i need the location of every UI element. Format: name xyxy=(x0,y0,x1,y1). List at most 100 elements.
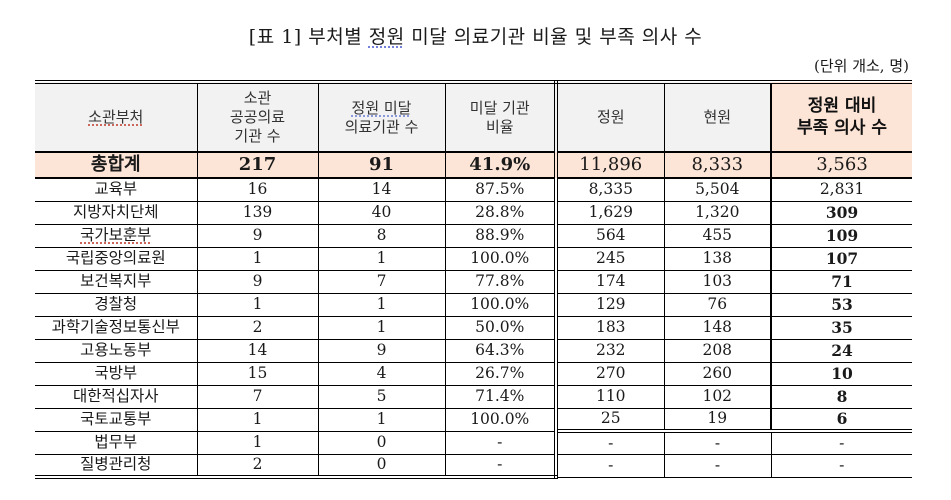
table-row: 대한적십자사 7 5 71.4% 110 102 8 xyxy=(35,384,912,409)
row-label: 질병관리청 xyxy=(35,453,198,479)
row-ratio: 87.5% xyxy=(444,177,558,202)
row-shortage: 35 xyxy=(770,315,912,340)
row-current: 1,320 xyxy=(663,200,772,225)
row-agencies: 2 xyxy=(196,315,319,340)
row-current: 102 xyxy=(663,384,772,409)
row-quota: 110 xyxy=(555,384,665,409)
row-ratio: 88.9% xyxy=(444,223,558,248)
row-below-quota: 9 xyxy=(317,338,446,363)
total-agencies: 217 xyxy=(196,151,319,179)
row-quota: - xyxy=(555,430,665,455)
total-current: 8,333 xyxy=(663,151,772,179)
total-label: 총합계 xyxy=(35,151,198,179)
total-row: 총합계 217 91 41.9% 11,896 8,333 3,563 xyxy=(35,151,912,179)
row-ratio: 71.4% xyxy=(444,384,558,409)
header-shortage: 정원 대비 부족 의사 수 xyxy=(770,80,912,153)
row-label: 고용노동부 xyxy=(35,338,198,363)
row-label: 국토교통부 xyxy=(35,407,198,432)
row-below-quota: 5 xyxy=(317,384,446,409)
total-quota: 11,896 xyxy=(555,151,665,179)
header-agencies: 소관 공공의료 기관 수 xyxy=(196,80,319,153)
header-ratio: 미달 기관 비율 xyxy=(444,80,558,153)
row-label: 법무부 xyxy=(35,430,198,455)
row-below-quota: 40 xyxy=(317,200,446,225)
row-ratio: 50.0% xyxy=(444,315,558,340)
row-below-quota: 1 xyxy=(317,246,446,271)
row-ratio: 26.7% xyxy=(444,361,558,386)
row-label: 보건복지부 xyxy=(35,269,198,294)
row-quota: 25 xyxy=(555,407,665,433)
row-ratio: 100.0% xyxy=(444,246,558,271)
row-label: 교육부 xyxy=(35,177,198,202)
row-below-quota: 14 xyxy=(317,177,446,202)
row-current: 5,504 xyxy=(663,177,772,202)
row-agencies: 7 xyxy=(196,384,319,409)
row-current: 455 xyxy=(663,223,772,248)
row-shortage: 8 xyxy=(770,384,912,409)
row-agencies: 9 xyxy=(196,269,319,294)
row-shortage: 109 xyxy=(770,223,912,248)
table-row: 과학기술정보통신부 2 1 50.0% 183 148 35 xyxy=(35,315,912,340)
row-current: 19 xyxy=(663,407,772,433)
header-quota: 정원 xyxy=(555,80,665,153)
row-agencies: 15 xyxy=(196,361,319,386)
header-row: 소관부처 소관 공공의료 기관 수 정원 미달 의료기관 수 미달 기관 비율 정원 현… xyxy=(35,80,912,153)
row-shortage: - xyxy=(770,453,912,478)
table-row: 법무부 1 0 - - - - xyxy=(35,430,912,455)
row-label: 국방부 xyxy=(35,361,198,386)
row-shortage: 309 xyxy=(770,200,912,225)
total-shortage: 3,563 xyxy=(770,151,912,179)
row-label: 대한적십자사 xyxy=(35,384,198,409)
table-title: [표 1] 부처별 정원 미달 의료기관 비율 및 부족 의사 수 xyxy=(0,22,951,49)
row-shortage: - xyxy=(770,430,912,455)
row-shortage: 10 xyxy=(770,361,912,386)
title-prefix: [표 1] 부처별 xyxy=(248,26,369,48)
row-below-quota: 0 xyxy=(317,453,446,479)
table-row: 경찰청 1 1 100.0% 129 76 53 xyxy=(35,292,912,317)
row-below-quota: 1 xyxy=(317,292,446,317)
row-quota: 564 xyxy=(555,223,665,248)
row-current: 260 xyxy=(663,361,772,386)
table-row: 국방부 15 4 26.7% 270 260 10 xyxy=(35,361,912,386)
row-label: 국가보훈부 xyxy=(35,223,198,248)
table-row: 지방자치단체 139 40 28.8% 1,629 1,320 309 xyxy=(35,200,912,225)
row-quota: 8,335 xyxy=(555,177,665,202)
row-agencies: 1 xyxy=(196,292,319,317)
row-below-quota: 4 xyxy=(317,361,446,386)
row-ratio: 100.0% xyxy=(444,292,558,317)
row-ratio: 28.8% xyxy=(444,200,558,225)
row-agencies: 14 xyxy=(196,338,319,363)
row-current: 103 xyxy=(663,269,772,294)
row-shortage: 24 xyxy=(770,338,912,363)
row-quota: 245 xyxy=(555,246,665,271)
row-shortage: 53 xyxy=(770,292,912,317)
row-current: - xyxy=(663,430,772,455)
row-label: 지방자치단체 xyxy=(35,200,198,225)
row-agencies: 2 xyxy=(196,453,319,479)
row-ratio: 77.8% xyxy=(444,269,558,294)
row-label: 경찰청 xyxy=(35,292,198,317)
table-row: 국토교통부 1 1 100.0% 25 19 6 xyxy=(35,407,912,433)
row-quota: 270 xyxy=(555,361,665,386)
row-quota: 129 xyxy=(555,292,665,317)
total-below-quota: 91 xyxy=(317,151,446,179)
row-shortage: 107 xyxy=(770,246,912,271)
row-below-quota: 8 xyxy=(317,223,446,248)
row-below-quota: 1 xyxy=(317,407,446,432)
title-suffix: 미달 의료기관 비율 및 부족 의사 수 xyxy=(404,26,703,48)
row-below-quota: 0 xyxy=(317,430,446,455)
total-ratio: 41.9% xyxy=(444,151,558,179)
row-quota: 1,629 xyxy=(555,200,665,225)
table-row: 보건복지부 9 7 77.8% 174 103 71 xyxy=(35,269,912,294)
row-quota: 183 xyxy=(555,315,665,340)
row-agencies: 9 xyxy=(196,223,319,248)
row-current: 148 xyxy=(663,315,772,340)
row-agencies: 1 xyxy=(196,430,319,455)
header-current: 현원 xyxy=(663,80,772,153)
row-agencies: 139 xyxy=(196,200,319,225)
row-quota: - xyxy=(555,453,665,478)
table-row: 질병관리청 2 0 - - - - xyxy=(35,453,912,479)
row-agencies: 1 xyxy=(196,407,319,432)
table-row: 교육부 16 14 87.5% 8,335 5,504 2,831 xyxy=(35,177,912,202)
row-ratio: - xyxy=(444,430,558,455)
